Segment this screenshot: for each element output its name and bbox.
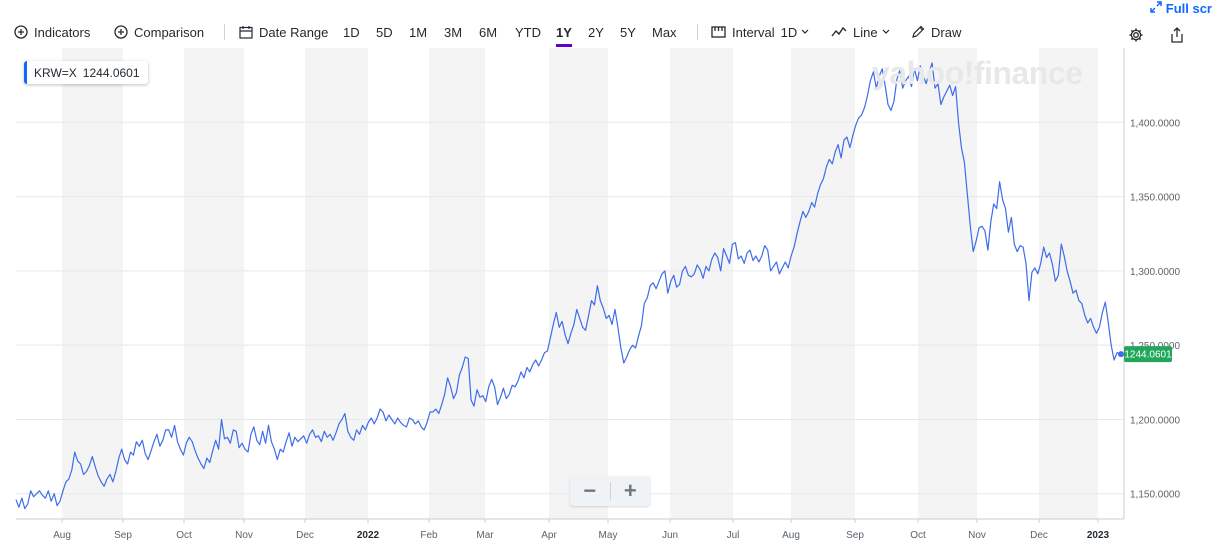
chart-toolbar: Indicators Comparison Date Range 1D 5D 1… bbox=[0, 18, 1212, 47]
comparison-label: Comparison bbox=[134, 24, 205, 40]
indicators-label: Indicators bbox=[34, 24, 91, 40]
x-tick-label: Jun bbox=[662, 530, 678, 541]
zoom-divider bbox=[609, 482, 611, 500]
range-6m[interactable]: 6M bbox=[479, 24, 498, 40]
x-tick-label: Dec bbox=[1030, 530, 1048, 541]
x-tick-label: Feb bbox=[420, 530, 438, 541]
month-band bbox=[670, 48, 733, 519]
month-band bbox=[791, 48, 855, 519]
x-tick-label: May bbox=[599, 530, 618, 541]
range-ytd[interactable]: YTD bbox=[515, 24, 541, 40]
draw-button[interactable]: Draw bbox=[911, 18, 961, 46]
price-line bbox=[15, 62, 1121, 510]
minus-icon: − bbox=[583, 478, 597, 503]
y-tick-label: 1,200.0000 bbox=[1130, 415, 1180, 426]
range-max[interactable]: Max bbox=[652, 24, 677, 40]
month-band bbox=[62, 48, 123, 519]
toolbar-divider bbox=[224, 24, 225, 40]
fullscreen-button[interactable]: Full scr bbox=[1150, 0, 1212, 16]
x-tick-label: Oct bbox=[910, 530, 926, 541]
month-band bbox=[549, 48, 608, 519]
price-tag bbox=[1124, 346, 1172, 363]
month-band bbox=[429, 48, 485, 519]
settings-button[interactable] bbox=[1126, 27, 1146, 47]
interval-dropdown[interactable]: Interval 1D bbox=[711, 18, 809, 46]
plus-circle-icon bbox=[14, 25, 28, 39]
range-1m[interactable]: 1M bbox=[409, 24, 428, 40]
expand-icon bbox=[1150, 0, 1162, 16]
draw-label: Draw bbox=[931, 24, 962, 40]
x-tick-label: Nov bbox=[235, 530, 253, 541]
x-tick-label: 2022 bbox=[357, 530, 380, 541]
month-band bbox=[1039, 48, 1098, 519]
range-2y[interactable]: 2Y bbox=[588, 24, 604, 40]
share-button[interactable] bbox=[1167, 26, 1187, 48]
range-5y[interactable]: 5Y bbox=[620, 24, 636, 40]
y-tick-label: 1,300.0000 bbox=[1130, 267, 1180, 278]
zoom-controls: − + bbox=[570, 476, 650, 506]
month-band bbox=[918, 48, 977, 519]
chevron-down-icon bbox=[801, 29, 809, 35]
month-band bbox=[305, 48, 368, 519]
comparison-button[interactable]: Comparison bbox=[114, 18, 204, 46]
y-tick-label: 1,150.0000 bbox=[1130, 490, 1180, 501]
fullscreen-label: Full scr bbox=[1165, 0, 1212, 16]
legend-symbol: KRW=X bbox=[34, 65, 77, 80]
chevron-down-icon bbox=[882, 29, 890, 35]
x-tick-label: Jul bbox=[727, 530, 740, 541]
line-chart-icon bbox=[831, 26, 847, 38]
chart-type-label: Line bbox=[853, 24, 878, 40]
interval-value: 1D bbox=[780, 24, 798, 40]
gear-icon bbox=[1128, 27, 1144, 48]
plus-icon: + bbox=[623, 478, 637, 503]
x-tick-label: Mar bbox=[476, 530, 494, 541]
interval-label: Interval bbox=[732, 24, 775, 40]
range-5d[interactable]: 5D bbox=[376, 24, 393, 40]
price-tag-label: 1244.0601 bbox=[1124, 350, 1172, 361]
range-3m[interactable]: 3M bbox=[444, 24, 463, 40]
x-tick-label: 2023 bbox=[1087, 530, 1110, 541]
x-tick-label: Dec bbox=[296, 530, 314, 541]
calendar-icon bbox=[239, 25, 253, 39]
last-price-dot bbox=[1118, 351, 1124, 358]
range-1y[interactable]: 1Y bbox=[556, 18, 572, 47]
date-range-button[interactable]: Date Range bbox=[239, 18, 328, 46]
pencil-icon bbox=[911, 25, 925, 39]
x-tick-label: Nov bbox=[968, 530, 986, 541]
indicators-button[interactable]: Indicators bbox=[14, 18, 90, 46]
toolbar-divider bbox=[697, 24, 698, 40]
y-tick-label: 1,350.0000 bbox=[1130, 193, 1180, 204]
x-tick-label: Aug bbox=[53, 530, 71, 541]
yahoo-finance-watermark: yahoo!finance bbox=[872, 55, 1083, 91]
x-tick-label: Sep bbox=[114, 530, 132, 541]
legend-value: 1244.0601 bbox=[82, 65, 140, 80]
range-1d[interactable]: 1D bbox=[343, 24, 360, 40]
chart-type-dropdown[interactable]: Line bbox=[831, 18, 890, 46]
x-tick-label: Apr bbox=[541, 530, 557, 541]
month-band bbox=[184, 48, 244, 519]
zoom-out-button[interactable]: − bbox=[570, 476, 610, 506]
interval-icon bbox=[711, 25, 726, 39]
date-range-label: Date Range bbox=[259, 24, 329, 40]
plus-circle-icon bbox=[114, 25, 128, 39]
zoom-in-button[interactable]: + bbox=[611, 476, 651, 506]
y-tick-label: 1,400.0000 bbox=[1130, 118, 1180, 129]
x-tick-label: Aug bbox=[782, 530, 800, 541]
share-icon bbox=[1170, 26, 1184, 48]
x-tick-label: Oct bbox=[176, 530, 192, 541]
symbol-legend: KRW=X 1244.0601 bbox=[24, 61, 148, 84]
x-tick-label: Sep bbox=[846, 530, 864, 541]
